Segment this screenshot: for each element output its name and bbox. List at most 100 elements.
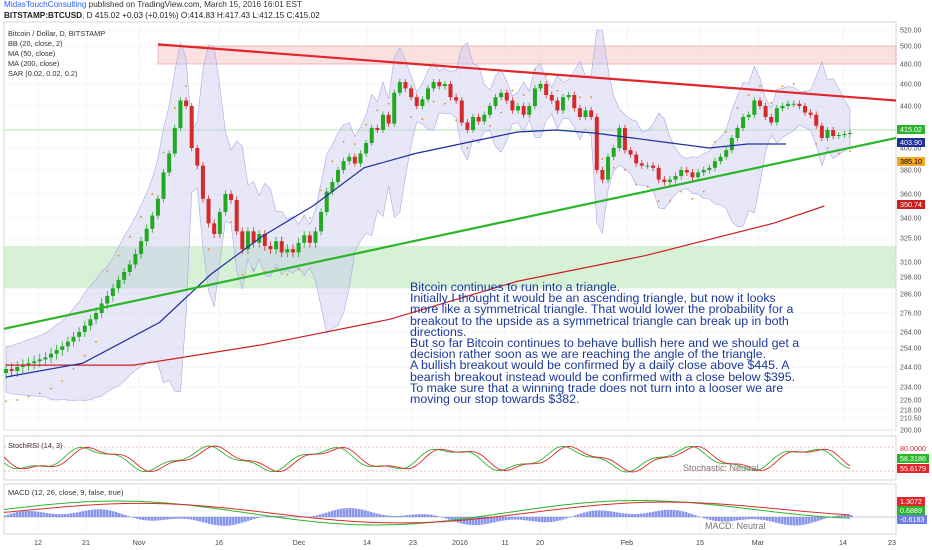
author-link[interactable]: MidasTouchConsulting (4, 0, 87, 9)
sar-dot (252, 268, 255, 271)
candle-body (729, 138, 734, 151)
macd-histogram-bar (166, 517, 169, 520)
candle-body (572, 95, 577, 109)
macd-histogram-bar (4, 515, 7, 517)
macd-histogram-bar (73, 512, 76, 517)
candle-body (606, 156, 611, 180)
macd-histogram-bar (184, 517, 187, 519)
stoch-panel-frame (3, 435, 897, 481)
legend-ma50[interactable]: MA (50, close) (8, 49, 56, 58)
macd-histogram-bar (169, 517, 172, 520)
macd-histogram-bar (622, 513, 625, 517)
macd-histogram-bar (520, 517, 523, 520)
macd-histogram-bar (43, 512, 46, 517)
macd-histogram-bar (544, 517, 547, 523)
candle-body (426, 88, 430, 100)
sar-dot (601, 158, 604, 160)
stoch-d-line (3, 445, 851, 473)
macd-histogram-bar (811, 517, 814, 523)
candle-body (4, 369, 8, 373)
macd-histogram-bar (322, 513, 325, 517)
analysis-note: Bitcoin continues to run into a triangle… (410, 281, 860, 406)
macd-histogram-bar (232, 517, 235, 525)
symbol-name: BITSTAMP:BTCUSD (4, 11, 83, 20)
candle-body (127, 264, 132, 272)
macd-histogram-bar (490, 517, 493, 523)
macd-histogram-bar (619, 512, 622, 517)
last-price: 415.02 (94, 11, 120, 20)
macd-histogram-bar (328, 511, 331, 517)
sar-dot (185, 85, 187, 88)
macd-histogram-bar (247, 517, 250, 521)
macd-histogram-bar (373, 512, 376, 517)
macd-histogram-bar (376, 513, 379, 517)
macd-histogram-bar (763, 517, 766, 521)
candle-body (122, 272, 127, 280)
y-tick-label: 276.00 (900, 311, 922, 318)
sar-dot (61, 380, 64, 382)
macd-histogram-bar (802, 517, 805, 525)
macd-histogram-bar (85, 510, 88, 517)
candle-body (71, 336, 76, 342)
macd-histogram-bar (664, 509, 667, 517)
macd-histogram-bar (814, 517, 817, 522)
macd-histogram-bar (733, 517, 736, 521)
macd-label[interactable]: MACD (12, 26, close, 9, false, true) (8, 488, 124, 497)
sar-dot (432, 100, 435, 103)
legend-ma200[interactable]: MA (200, close) (8, 59, 60, 68)
candle-body (673, 176, 678, 180)
macd-histogram-bar (553, 517, 556, 522)
macd-histogram-bar (319, 514, 322, 517)
sar-dot (376, 109, 379, 112)
macd-histogram-bar (463, 517, 466, 525)
macd-histogram-bar (391, 515, 394, 517)
sar-dot (106, 269, 109, 272)
stoch-label[interactable]: StochRSI (14, 3) (8, 441, 63, 450)
sar-dot (590, 96, 593, 99)
sar-dot (545, 75, 548, 77)
macd-histogram-bar (58, 514, 61, 517)
sar-dot (16, 399, 19, 401)
ohlc-values: O:414.83 H:417.43 L:412.15 C:415.02 (180, 11, 320, 20)
macd-histogram-bar (433, 515, 436, 517)
macd-histogram-bar (742, 517, 745, 520)
macd-histogram-bar (748, 517, 751, 520)
macd-histogram-bar (727, 517, 730, 522)
sar-dot (635, 183, 638, 186)
macd-histogram-bar (514, 517, 517, 520)
y-tick-label: 298.00 (900, 275, 922, 282)
macd-histogram-bar (442, 517, 445, 518)
sar-dot (173, 107, 176, 110)
candle-body (493, 97, 498, 106)
candle-body (341, 161, 346, 170)
x-tick-label: 20 (536, 538, 544, 547)
macd-histogram-bar (253, 517, 256, 519)
sar-dot (579, 96, 581, 99)
legend-sar[interactable]: SAR (0.02, 0.02, 0.2) (8, 69, 78, 78)
legend-bb[interactable]: BB (20, close, 2) (8, 39, 63, 48)
candle-body (465, 122, 470, 130)
macd-histogram-bar (850, 515, 853, 517)
candle-body (347, 156, 352, 162)
candle-body (20, 365, 25, 367)
macd-histogram-bar (196, 517, 199, 521)
macd-histogram-bar (214, 517, 217, 526)
candle-body (274, 241, 279, 250)
note-line: To make sure that a winning trade does n… (410, 380, 784, 395)
candle-body (712, 161, 717, 168)
price-tag-last: 415.02 (897, 125, 925, 134)
macd-histogram-bar (436, 516, 439, 517)
macd-histogram-bar (22, 511, 25, 517)
candle-body (622, 128, 627, 151)
macd-histogram-bar (364, 510, 367, 517)
sar-dot (331, 160, 334, 163)
candle-body (549, 95, 554, 101)
macd-histogram-bar (841, 515, 844, 517)
macd-histogram-bar (400, 515, 403, 517)
x-tick-label: 14 (839, 538, 847, 547)
sar-dot (140, 215, 142, 218)
macd-histogram-bar (265, 516, 268, 517)
macd-histogram-bar (751, 517, 754, 520)
candle-body (234, 200, 239, 232)
